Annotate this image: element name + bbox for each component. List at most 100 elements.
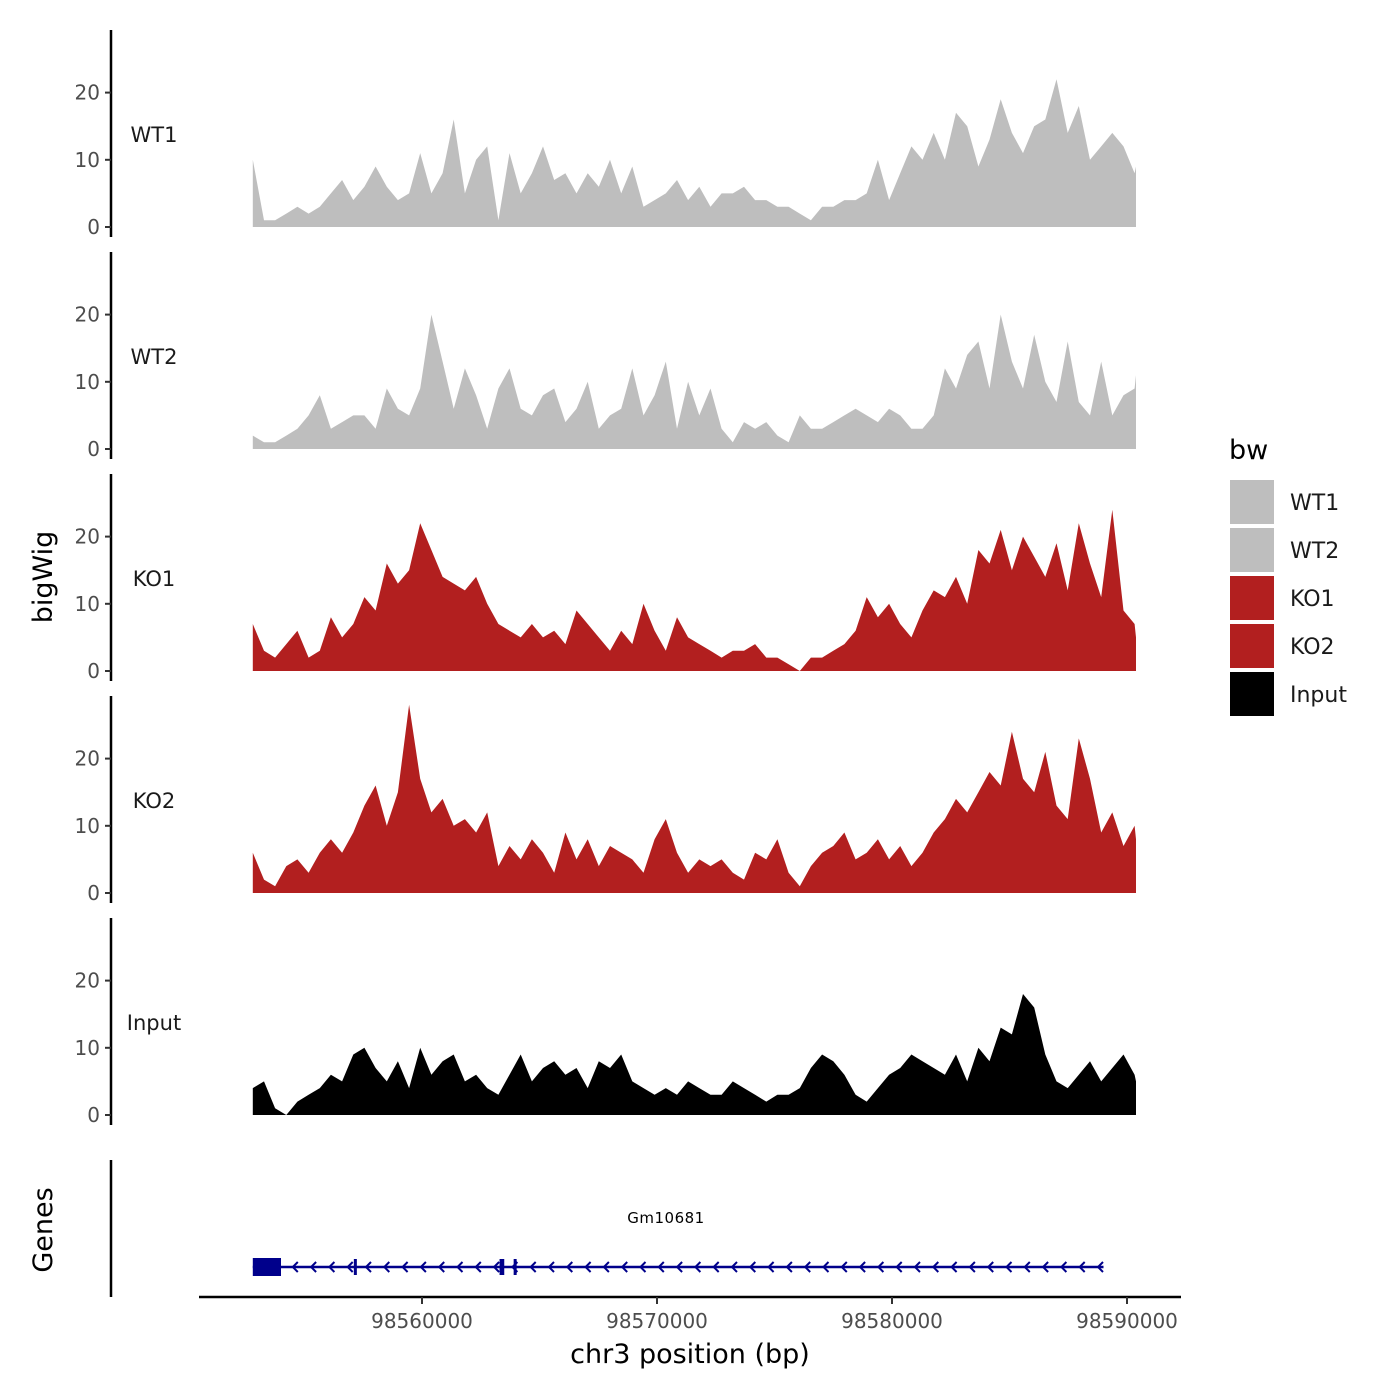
- gene-exon: [513, 1259, 517, 1275]
- strand-arrow: [785, 1261, 793, 1273]
- strand-arrow: [456, 1261, 464, 1273]
- strand-arrow: [767, 1261, 775, 1273]
- x-tick-label: 98580000: [841, 1309, 943, 1333]
- y-axis-title: bigWig: [28, 531, 59, 624]
- y-tick-label: 20: [75, 525, 100, 549]
- y-tick-label: 20: [75, 81, 100, 105]
- strand-arrow: [913, 1261, 921, 1273]
- legend-label-wt2: WT2: [1290, 539, 1339, 564]
- legend-label-wt1: WT1: [1290, 491, 1339, 516]
- x-axis-ticks: 98560000 98570000 98580000 98590000: [371, 1297, 1178, 1333]
- track-label: KO2: [133, 789, 176, 813]
- legend-swatch-ko1: [1230, 576, 1274, 620]
- strand-arrow: [382, 1261, 391, 1273]
- strand-arrow: [1059, 1261, 1068, 1273]
- track-wt2: 0 10 20 WT2: [75, 252, 1137, 461]
- y-tick-label: 20: [75, 969, 100, 993]
- strand-arrow: [822, 1261, 830, 1273]
- gene-exon: [499, 1259, 505, 1275]
- strand-arrow: [876, 1261, 885, 1273]
- track-label: Input: [127, 1011, 181, 1035]
- strand-arrow: [730, 1261, 738, 1273]
- x-tick-label: 98590000: [1076, 1309, 1178, 1333]
- strand-arrow: [1096, 1261, 1104, 1273]
- area-series-input: [252, 994, 1137, 1115]
- strand-arrow: [1005, 1261, 1013, 1273]
- legend-label-ko2: KO2: [1290, 635, 1335, 660]
- y-tick-label: 0: [87, 881, 100, 905]
- strand-arrow: [547, 1261, 555, 1273]
- strand-arrow: [931, 1261, 940, 1273]
- y-tick-label: 10: [75, 370, 100, 394]
- strand-arrow: [1023, 1261, 1031, 1273]
- strand-arrow: [803, 1261, 811, 1273]
- x-tick-label: 98570000: [606, 1309, 708, 1333]
- strand-arrow: [364, 1261, 372, 1273]
- y-tick-label: 0: [87, 215, 100, 239]
- track-input: 0 10 20 Input: [75, 918, 1137, 1127]
- track-ko1: 0 10 20 KO1: [75, 474, 1137, 683]
- y-tick-label: 0: [87, 659, 100, 683]
- strand-arrow: [309, 1261, 317, 1273]
- strand-arrow: [858, 1261, 866, 1273]
- area-series-wt1: [252, 79, 1137, 227]
- strand-arrow: [748, 1261, 757, 1273]
- strand-arrow: [419, 1261, 427, 1273]
- strand-arrow: [529, 1261, 537, 1273]
- y-tick-label: 0: [87, 1103, 100, 1127]
- signal-tracks: 0 10 20 WT1 0 10 20 WT2 0 10 20 KO1 0 10 20 KO2 0 10 20 Inp…: [75, 30, 1137, 1127]
- strand-arrow: [401, 1261, 409, 1273]
- strand-arrow: [584, 1261, 592, 1273]
- legend-swatch-wt1: [1230, 480, 1274, 524]
- gene-name-label: Gm10681: [627, 1209, 704, 1227]
- track-label: KO1: [133, 567, 176, 591]
- strand-arrow: [968, 1261, 976, 1273]
- gene-exon: [353, 1259, 357, 1275]
- legend-entries: WT1 WT2 KO1 KO2 Input: [1230, 480, 1347, 716]
- strand-arrow: [346, 1261, 354, 1273]
- x-axis-title: chr3 position (bp): [570, 1339, 810, 1370]
- strand-arrow: [840, 1261, 848, 1273]
- y-tick-label: 10: [75, 1036, 100, 1060]
- strand-arrow: [950, 1261, 958, 1273]
- strand-arrow: [327, 1261, 336, 1273]
- legend-swatch-wt2: [1230, 528, 1274, 572]
- strand-arrow: [675, 1261, 683, 1273]
- x-axis: 98560000 98570000 98580000 98590000 chr3 po…: [199, 1295, 1181, 1370]
- gene-model: [252, 1258, 1104, 1276]
- y-tick-label: 0: [87, 437, 100, 461]
- genes-track-title: Genes: [28, 1187, 59, 1272]
- strand-arrow: [1078, 1261, 1086, 1273]
- y-tick-label: 10: [75, 148, 100, 172]
- strand-arrow: [712, 1261, 720, 1273]
- gene-exon: [252, 1258, 281, 1276]
- strand-arrow: [602, 1261, 610, 1273]
- strand-arrow: [565, 1261, 574, 1273]
- strand-arrow: [291, 1261, 299, 1273]
- track-label: WT1: [131, 123, 178, 147]
- x-tick-label: 98560000: [371, 1309, 473, 1333]
- y-tick-label: 10: [75, 814, 100, 838]
- track-ko2: 0 10 20 KO2: [75, 696, 1137, 905]
- legend: bw WT1 WT2 KO1 KO2 Input: [1229, 435, 1347, 716]
- genes-track: Genes Gm10681: [28, 1160, 1104, 1297]
- strand-arrow: [620, 1261, 628, 1273]
- strand-arrow: [639, 1261, 647, 1273]
- legend-title: bw: [1229, 435, 1268, 466]
- strand-arrow: [474, 1261, 482, 1273]
- track-wt1: 0 10 20 WT1: [75, 30, 1137, 239]
- strand-arrow: [437, 1261, 445, 1273]
- strand-arrow: [657, 1261, 665, 1273]
- strand-arrow: [1041, 1261, 1049, 1273]
- strand-arrow: [986, 1261, 994, 1273]
- track-label: WT2: [131, 345, 178, 369]
- area-series-wt2: [252, 314, 1137, 449]
- strand-arrow: [895, 1261, 903, 1273]
- legend-label-input: Input: [1290, 683, 1347, 708]
- legend-swatch-ko2: [1230, 624, 1274, 668]
- y-tick-label: 10: [75, 592, 100, 616]
- y-tick-label: 20: [75, 747, 100, 771]
- legend-swatch-input: [1230, 672, 1274, 716]
- strand-arrow: [693, 1261, 702, 1273]
